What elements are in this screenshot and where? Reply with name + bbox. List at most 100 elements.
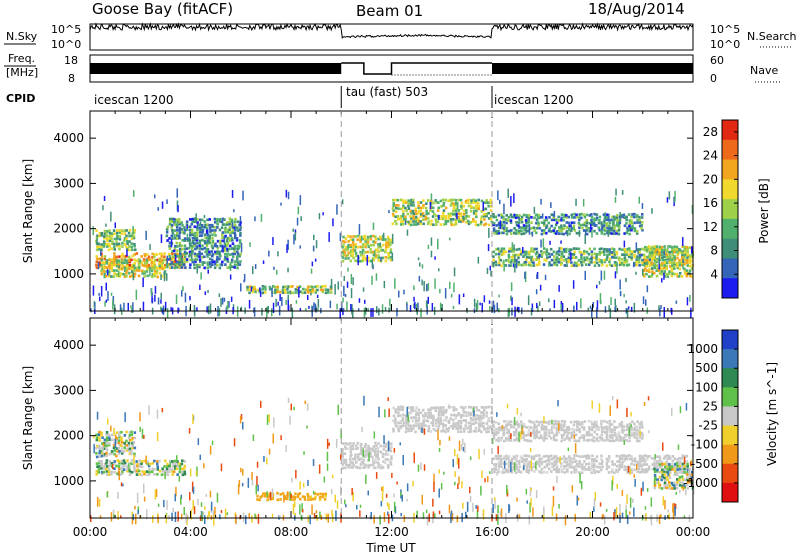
echo-speck bbox=[414, 301, 416, 310]
echo-speck bbox=[611, 396, 614, 401]
echo-cell bbox=[354, 456, 357, 459]
echo-cell bbox=[120, 472, 124, 476]
echo-cell bbox=[465, 215, 468, 218]
echo-cell bbox=[404, 206, 407, 210]
echo-cell bbox=[613, 264, 617, 267]
echo-speck bbox=[507, 308, 510, 317]
echo-cell bbox=[354, 465, 358, 469]
echo-cell bbox=[628, 439, 631, 443]
echo-cell bbox=[407, 429, 410, 433]
echo-cell bbox=[264, 291, 267, 294]
echo-speck bbox=[160, 307, 163, 312]
echo-cell bbox=[387, 256, 390, 260]
echo-cell bbox=[517, 221, 521, 224]
echo-speck bbox=[623, 440, 625, 445]
station-title: Goose Bay (fitACF) bbox=[92, 0, 233, 18]
echo-speck bbox=[304, 400, 306, 405]
echo-cell bbox=[563, 471, 567, 474]
echo-speck bbox=[299, 481, 301, 490]
echo-cell bbox=[441, 426, 445, 430]
echo-cell bbox=[454, 203, 458, 207]
echo-cell bbox=[500, 223, 503, 227]
echo-cell bbox=[683, 253, 687, 256]
echo-speck bbox=[237, 484, 240, 495]
echo-cell bbox=[568, 248, 571, 251]
echo-speck bbox=[367, 490, 369, 496]
echo-cell bbox=[628, 422, 632, 426]
echo-cell bbox=[117, 465, 121, 468]
echo-speck bbox=[295, 300, 298, 304]
echo-cell bbox=[547, 428, 550, 432]
echo-cell bbox=[570, 436, 573, 440]
echo-cell bbox=[525, 458, 528, 461]
echo-cell bbox=[120, 460, 124, 463]
echo-cell bbox=[436, 417, 440, 420]
echo-cell bbox=[623, 468, 626, 471]
echo-cell bbox=[108, 459, 111, 463]
echo-speck bbox=[273, 417, 275, 428]
echo-cell bbox=[123, 446, 126, 450]
echo-cell bbox=[603, 260, 607, 264]
echo-cell bbox=[417, 212, 420, 215]
echo-cell bbox=[577, 221, 581, 225]
echo-cell bbox=[605, 457, 609, 461]
echo-speck bbox=[682, 237, 684, 246]
echo-cell bbox=[600, 426, 604, 429]
echo-speck bbox=[456, 454, 459, 465]
echo-speck bbox=[469, 456, 472, 461]
echo-cell bbox=[130, 452, 133, 456]
echo-cell bbox=[487, 211, 490, 215]
echo-cell bbox=[424, 218, 428, 221]
echo-cell bbox=[605, 433, 609, 437]
echo-cell bbox=[580, 223, 583, 227]
echo-cell bbox=[688, 264, 692, 268]
echo-cell bbox=[663, 264, 666, 268]
echo-cell bbox=[343, 251, 347, 254]
echo-cell bbox=[505, 423, 508, 427]
echo-cell bbox=[583, 466, 586, 469]
echo-speck bbox=[473, 410, 475, 417]
echo-cell bbox=[681, 245, 685, 248]
echo-cell bbox=[425, 209, 428, 213]
echo-cell bbox=[95, 473, 98, 476]
echo-cell bbox=[607, 455, 611, 458]
echo-cell bbox=[623, 232, 626, 235]
nsky-label: N.Sky bbox=[6, 30, 38, 43]
echo-speck bbox=[346, 281, 349, 288]
echo-speck bbox=[391, 472, 393, 478]
echo-cell bbox=[156, 275, 160, 279]
echo-speck bbox=[113, 427, 115, 436]
echo-cell bbox=[318, 498, 322, 501]
echo-speck bbox=[469, 496, 472, 502]
echo-speck bbox=[364, 299, 366, 304]
echo-speck bbox=[242, 190, 244, 201]
echo-cell bbox=[113, 252, 116, 255]
echo-cell bbox=[474, 426, 478, 430]
echo-speck bbox=[492, 504, 494, 513]
echo-cell bbox=[615, 454, 619, 458]
echo-cell bbox=[623, 250, 627, 254]
echo-cell bbox=[500, 247, 504, 251]
echo-cell bbox=[125, 465, 129, 468]
echo-speck bbox=[299, 504, 301, 515]
echo-speck bbox=[530, 497, 532, 507]
echo-cell bbox=[520, 250, 523, 253]
echo-speck bbox=[388, 514, 390, 524]
echo-cell bbox=[497, 439, 500, 443]
echo-cell bbox=[560, 258, 563, 261]
echo-cell bbox=[515, 214, 518, 217]
echo-cell bbox=[184, 266, 187, 269]
echo-cell bbox=[437, 421, 441, 425]
echo-cell bbox=[607, 471, 611, 474]
echo-cell bbox=[533, 247, 536, 251]
echo-cell bbox=[293, 497, 297, 501]
echo-cell bbox=[646, 258, 649, 262]
echo-cell bbox=[679, 460, 682, 464]
echo-cell bbox=[143, 262, 147, 265]
echo-cell bbox=[125, 259, 129, 262]
echo-cell bbox=[455, 414, 459, 417]
echo-speck bbox=[394, 278, 396, 289]
echo-cell bbox=[492, 463, 496, 466]
echo-cell bbox=[525, 459, 528, 463]
